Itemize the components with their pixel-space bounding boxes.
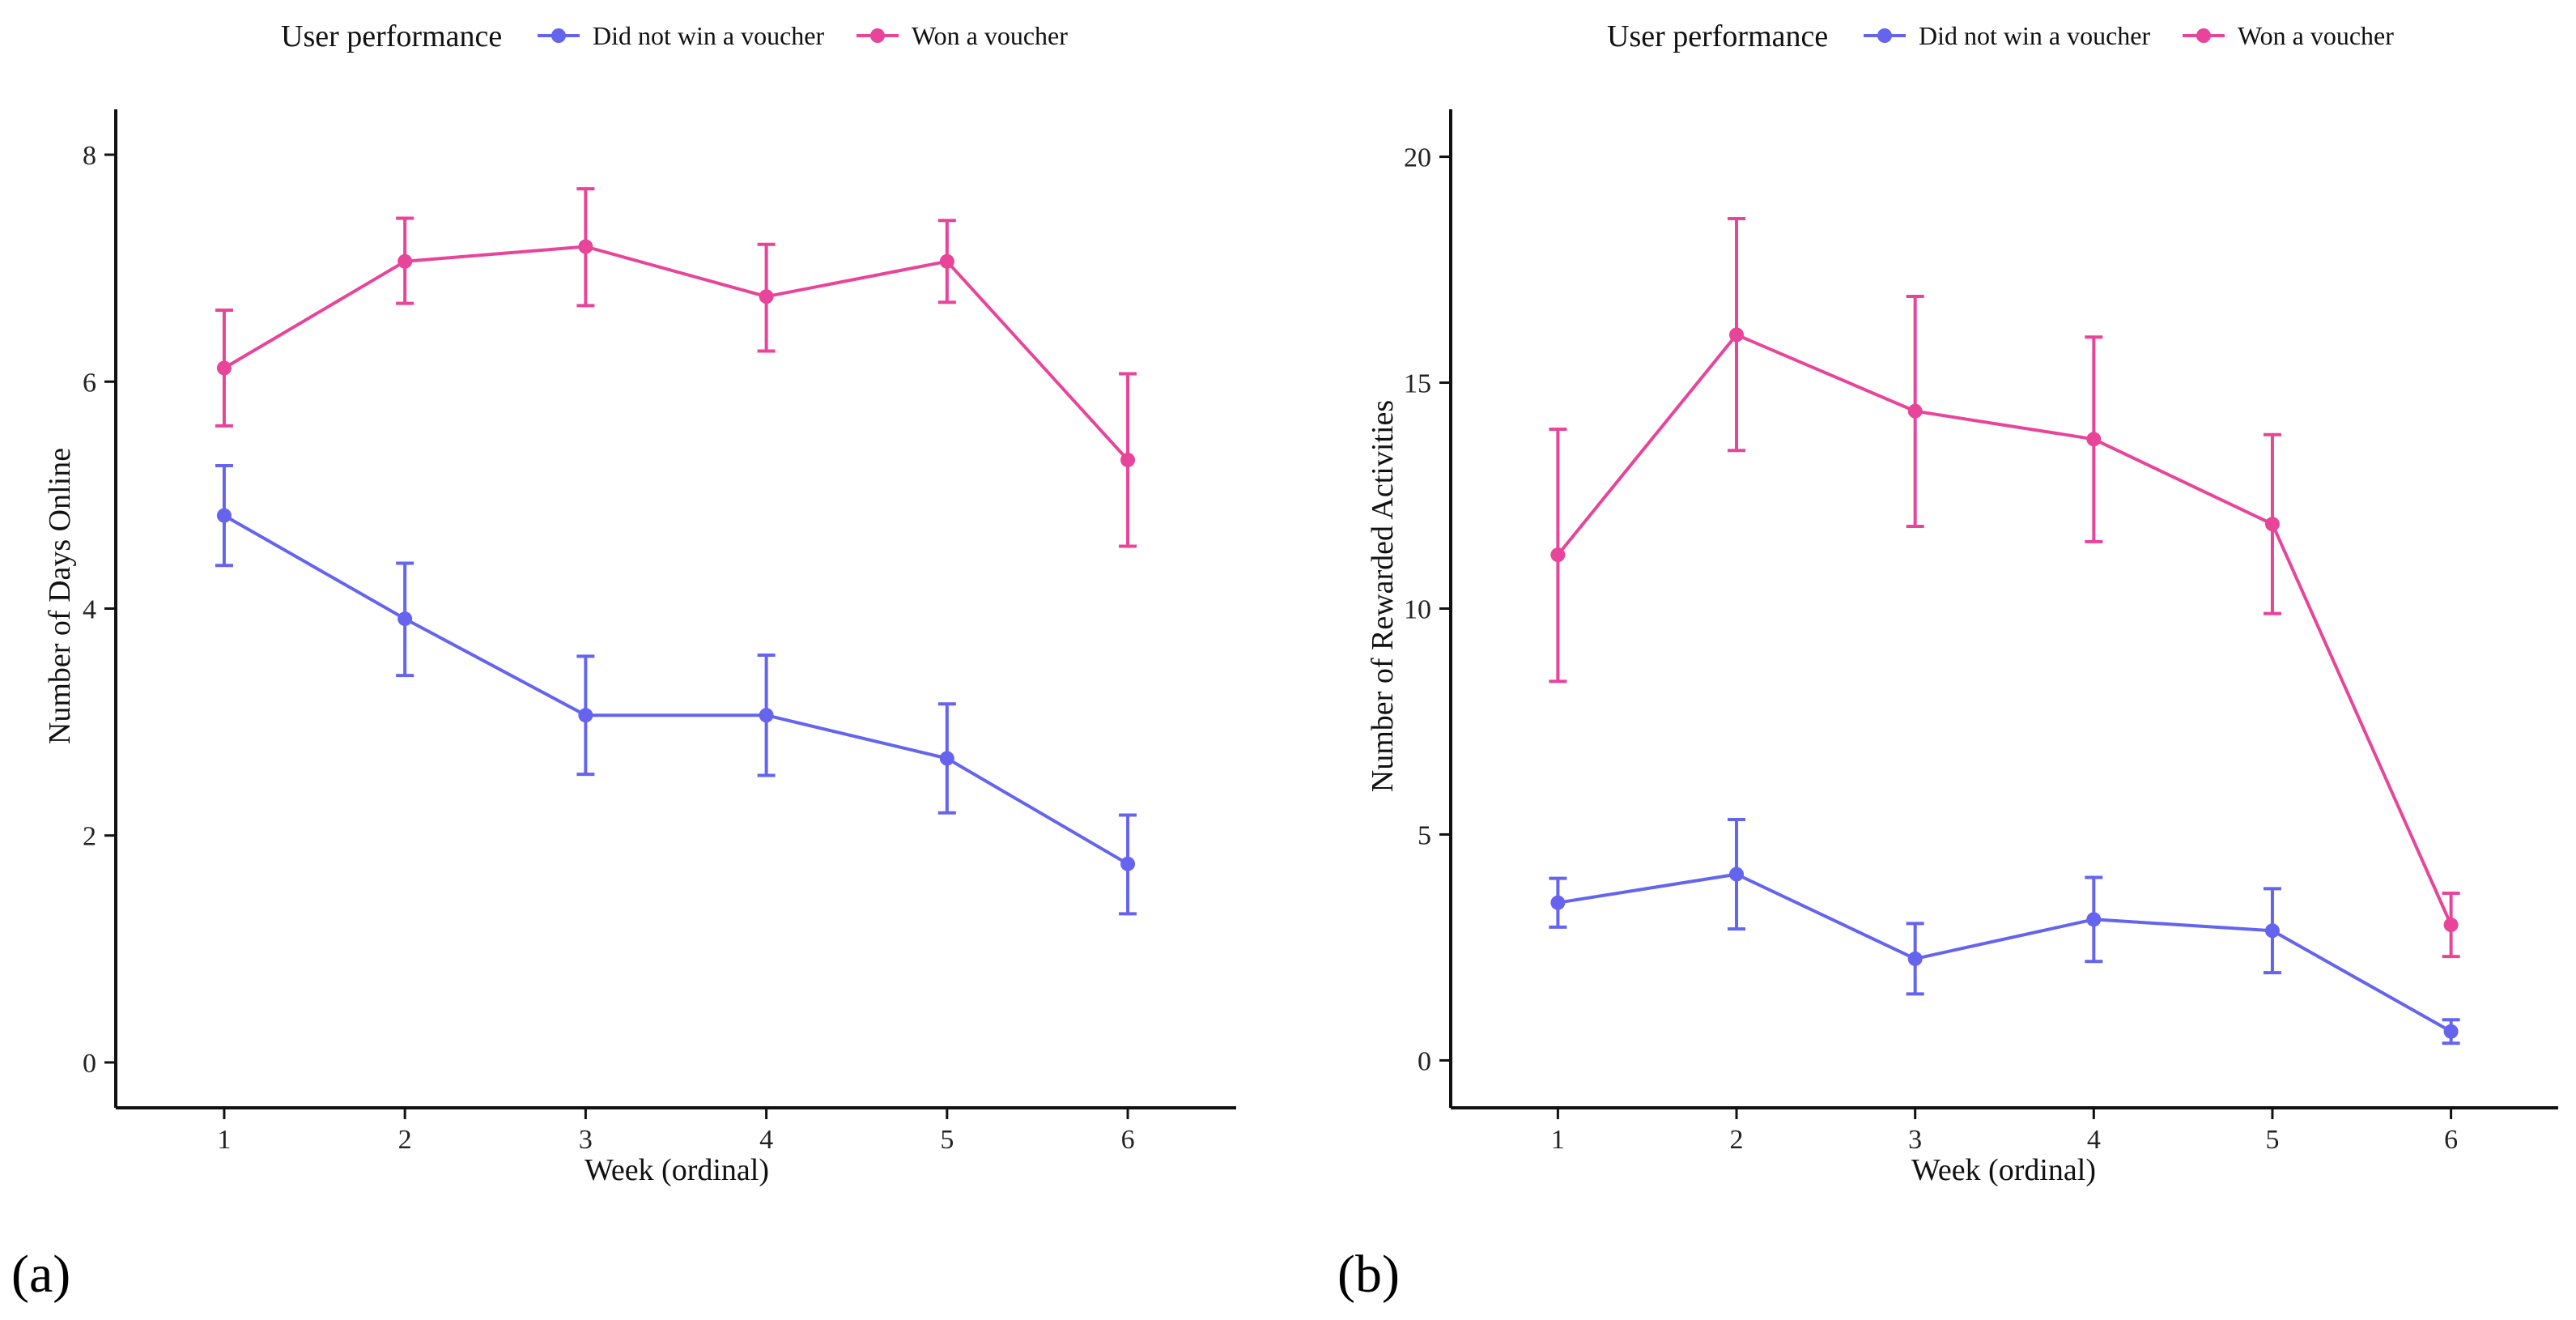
y-tick-label: 2 — [83, 822, 96, 852]
legend: User performance Did not win a voucher W… — [1607, 19, 2394, 53]
y-tick-label: 5 — [1418, 820, 1431, 850]
data-point — [2443, 918, 2459, 933]
series-did-not-win-a-voucher — [1549, 818, 2460, 1045]
data-point — [2264, 517, 2280, 532]
data-point — [578, 708, 593, 723]
legend-point-swatch — [870, 28, 885, 43]
x-tick-label: 3 — [579, 1125, 593, 1155]
x-tick-label: 2 — [398, 1125, 412, 1155]
data-point — [1120, 856, 1136, 871]
data-point — [1907, 403, 1923, 419]
data-point — [2086, 432, 2102, 447]
legend-item-did-not-win: Did not win a voucher — [1864, 21, 2151, 50]
y-tick-label: 8 — [83, 141, 96, 171]
legend-item-won: Won a voucher — [857, 21, 1068, 50]
y-tick-label: 10 — [1404, 595, 1431, 625]
plot-area-a: 0 2 4 6 8 1 2 3 4 5 6 — [83, 109, 1236, 1155]
y-tick-label: 0 — [1418, 1046, 1431, 1076]
y-tick-label: 4 — [83, 595, 96, 625]
x-tick-label: 3 — [1908, 1125, 1922, 1155]
x-tick-label: 6 — [1121, 1125, 1135, 1155]
data-point — [939, 751, 954, 766]
legend-label: Did not win a voucher — [1919, 21, 2151, 50]
series-line — [1556, 872, 2453, 1033]
data-point — [1729, 867, 1745, 882]
legend-point-swatch — [551, 28, 566, 43]
data-point — [939, 253, 954, 269]
y-tick-label: 15 — [1404, 369, 1431, 399]
y-tick-label: 20 — [1404, 143, 1431, 173]
panel-label-a: (a) — [11, 1245, 70, 1304]
data-point — [397, 611, 413, 627]
data-point — [1907, 951, 1923, 966]
data-point — [759, 289, 774, 304]
x-tick-label: 6 — [2444, 1125, 2458, 1155]
x-tick-label: 4 — [2087, 1125, 2101, 1155]
data-point — [216, 360, 232, 376]
series-line — [222, 245, 1130, 462]
y-tick-label: 0 — [83, 1049, 96, 1079]
y-tick-label: 6 — [83, 368, 96, 398]
data-point — [216, 508, 232, 523]
x-tick-label: 4 — [759, 1125, 773, 1155]
x-tick-label: 1 — [1551, 1125, 1565, 1155]
data-point — [2086, 912, 2102, 927]
legend-title: User performance — [281, 19, 502, 53]
chart-panel-a: User performance Did not win a voucher W… — [11, 19, 1236, 1304]
legend-title: User performance — [1607, 19, 1828, 53]
legend: User performance Did not win a voucher W… — [281, 19, 1068, 53]
data-point — [397, 253, 413, 269]
data-point — [2264, 923, 2280, 939]
plot-area-b: 0 5 10 15 20 1 2 3 4 5 6 — [1404, 109, 2558, 1155]
data-point — [578, 239, 593, 254]
data-point — [2443, 1024, 2459, 1039]
series-won-a-voucher — [215, 187, 1137, 548]
panel-label-b: (b) — [1337, 1245, 1400, 1304]
x-tick-label: 2 — [1730, 1125, 1744, 1155]
legend-label: Did not win a voucher — [593, 21, 825, 50]
legend-label: Won a voucher — [912, 21, 1068, 50]
data-point — [1729, 327, 1745, 343]
legend-label: Won a voucher — [2238, 21, 2394, 50]
legend-point-swatch — [1877, 28, 1892, 43]
x-tick-label: 5 — [2265, 1125, 2279, 1155]
data-point — [759, 708, 774, 723]
legend-point-swatch — [2196, 28, 2211, 43]
data-point — [1550, 895, 1566, 910]
legend-item-won: Won a voucher — [2183, 21, 2394, 50]
series-line — [1556, 333, 2453, 926]
x-tick-label: 1 — [217, 1125, 231, 1155]
data-point — [1120, 452, 1136, 467]
series-did-not-win-a-voucher — [215, 463, 1137, 916]
x-axis-title: Week (ordinal) — [1911, 1153, 2096, 1187]
y-axis-title: Number of Rewarded Activities — [1366, 400, 1400, 792]
y-axis-title: Number of Days Online — [43, 448, 77, 744]
series-line — [222, 513, 1130, 866]
data-point — [1550, 547, 1566, 563]
series-won-a-voucher — [1549, 217, 2460, 959]
legend-item-did-not-win: Did not win a voucher — [538, 21, 825, 50]
x-tick-label: 5 — [940, 1125, 954, 1155]
x-axis-title: Week (ordinal) — [584, 1153, 769, 1187]
chart-panel-b: User performance Did not win a voucher W… — [1337, 19, 2558, 1304]
